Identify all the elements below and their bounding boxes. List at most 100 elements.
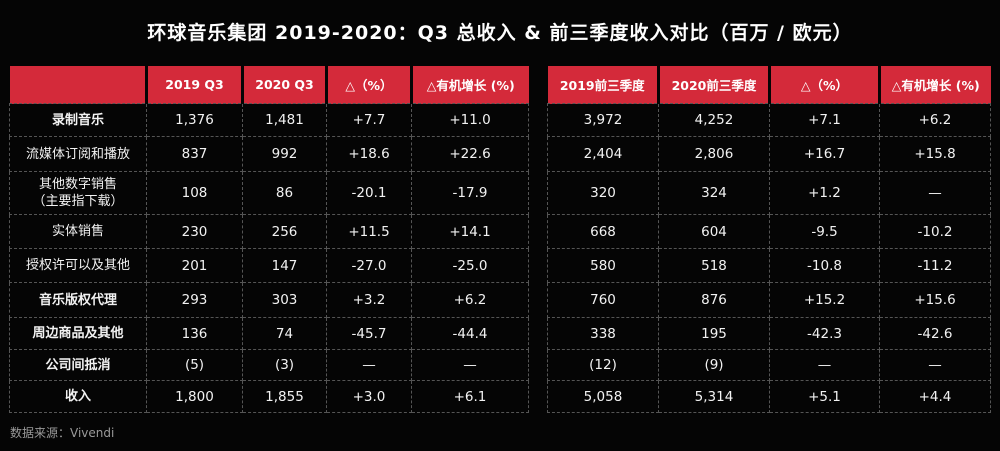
table-cell: — [769, 349, 880, 381]
table-cell: 86 [242, 171, 327, 215]
table-cell: +15.2 [769, 282, 880, 318]
row-label: 收入 [9, 380, 147, 413]
table-cell: -11.2 [879, 248, 991, 283]
row-label: 流媒体订阅和播放 [9, 136, 147, 172]
table-cell: 147 [242, 248, 327, 283]
table-cell: -42.3 [769, 317, 880, 350]
table-row: 320 324 +1.2— [547, 171, 991, 215]
table-cell: +15.8 [879, 136, 991, 172]
column-header: 2020 Q3 [241, 66, 327, 104]
column-header: 2019 Q3 [145, 66, 243, 104]
ytd-revenue-table: 2019前三季度 2020前三季度 △（%） △有机增长 (%) 3,972 4,252… [547, 66, 991, 413]
table-row: 周边商品及其他 136 74 -45.7 -44.4 [9, 317, 529, 350]
table-cell: +11.5 [326, 214, 412, 249]
table-row: 580 518 -10.8 -11.2 [547, 248, 991, 283]
table-cell: -27.0 [326, 248, 412, 283]
table-cell: 5,314 [658, 380, 770, 413]
q3-revenue-table: 2019 Q3 2020 Q3 △（%） △有机增长 (%) 录制音乐 1,376 1,4… [9, 66, 529, 413]
table-cell: -17.9 [411, 171, 529, 215]
row-label: 实体销售 [9, 214, 147, 249]
table-cell: +5.1 [769, 380, 880, 413]
table-cell: 2,404 [547, 136, 659, 172]
table-row: 5,058 5,314 +5.1 +4.4 [547, 380, 991, 413]
table-cell: 338 [547, 317, 659, 350]
column-header: △（%） [768, 66, 880, 104]
table-cell: 4,252 [658, 103, 770, 137]
table-cell: 1,376 [146, 103, 243, 137]
table-cell: 74 [242, 317, 327, 350]
table-cell: (3) [242, 349, 327, 381]
page-title: 环球音乐集团 2019-2020：Q3 总收入 & 前三季度收入对比（百万 / … [147, 22, 853, 44]
table-cell: (9) [658, 349, 770, 381]
column-header: 2020前三季度 [657, 66, 770, 104]
row-label: 音乐版权代理 [9, 282, 147, 318]
table-cell: +16.7 [769, 136, 880, 172]
table-row: 录制音乐 1,376 1,481 +7.7 +11.0 [9, 103, 529, 137]
table-cell: +6.2 [411, 282, 529, 318]
table-cell: 303 [242, 282, 327, 318]
table-row: 收入 1,800 1,855 +3.0 +6.1 [9, 380, 529, 413]
table-row: 公司间抵消 (5) (3) — — [9, 349, 529, 381]
table-cell: +3.0 [326, 380, 412, 413]
table-cell: 5,058 [547, 380, 659, 413]
table-cell: — [879, 171, 991, 215]
table-cell: +7.7 [326, 103, 412, 137]
table-cell: 992 [242, 136, 327, 172]
table-cell: 1,481 [242, 103, 327, 137]
row-label: 录制音乐 [9, 103, 147, 137]
table-row: 其他数字销售 （主要指下载） 108 86 -20.1 -17.9 [9, 171, 529, 215]
table-cell: 256 [242, 214, 327, 249]
table-cell: -20.1 [326, 171, 412, 215]
table-row: 3,972 4,252 +7.1 +6.2 [547, 103, 991, 137]
table-cell: 1,800 [146, 380, 243, 413]
table-cell: -10.2 [879, 214, 991, 249]
table-cell: 136 [146, 317, 243, 350]
table-cell: +6.2 [879, 103, 991, 137]
table-row: 760 876 +15.2 +15.6 [547, 282, 991, 318]
table-cell: -45.7 [326, 317, 412, 350]
table-cell: 2,806 [658, 136, 770, 172]
table-cell: 108 [146, 171, 243, 215]
table-row: 实体销售 230 256 +11.5 +14.1 [9, 214, 529, 249]
column-header: △有机增长 (%) [878, 66, 991, 104]
column-header: △（%） [325, 66, 412, 104]
table-cell: 518 [658, 248, 770, 283]
table-cell: 604 [658, 214, 770, 249]
table-row: 授权许可以及其他 201 147 -27.0 -25.0 [9, 248, 529, 283]
table-cell: — [879, 349, 991, 381]
table-cell: 837 [146, 136, 243, 172]
table-cell: +11.0 [411, 103, 529, 137]
table-cell: 195 [658, 317, 770, 350]
table-cell: 760 [547, 282, 659, 318]
table-cell: +4.4 [879, 380, 991, 413]
table-cell: -10.8 [769, 248, 880, 283]
table-cell: 876 [658, 282, 770, 318]
table-cell: — [326, 349, 412, 381]
row-label: 其他数字销售 （主要指下载） [9, 171, 147, 215]
table-row: 流媒体订阅和播放 837 992 +18.6 +22.6 [9, 136, 529, 172]
table-cell: 668 [547, 214, 659, 249]
table-cell: 293 [146, 282, 243, 318]
row-label: 公司间抵消 [9, 349, 147, 381]
table-row: (12) (9) — — [547, 349, 991, 381]
table-row: 338 195 -42.3 -42.6 [547, 317, 991, 350]
column-header: △有机增长 (%) [410, 66, 529, 104]
table-cell: +7.1 [769, 103, 880, 137]
table-cell: 320 [547, 171, 659, 215]
table-cell: — [411, 349, 529, 381]
table-cell: 201 [146, 248, 243, 283]
table-cell: 230 [146, 214, 243, 249]
table-cell: 580 [547, 248, 659, 283]
table-cell: +14.1 [411, 214, 529, 249]
table-cell: 3,972 [547, 103, 659, 137]
table-cell: +6.1 [411, 380, 529, 413]
table-cell: -42.6 [879, 317, 991, 350]
table-cell: +15.6 [879, 282, 991, 318]
table-row: 668 604 -9.5 -10.2 [547, 214, 991, 249]
table-cell: +18.6 [326, 136, 412, 172]
table-cell: (5) [146, 349, 243, 381]
table-cell: 324 [658, 171, 770, 215]
table-cell: (12) [547, 349, 659, 381]
row-label: 授权许可以及其他 [9, 248, 147, 283]
table-row: 音乐版权代理 293 303 +3.2 +6.2 [9, 282, 529, 318]
